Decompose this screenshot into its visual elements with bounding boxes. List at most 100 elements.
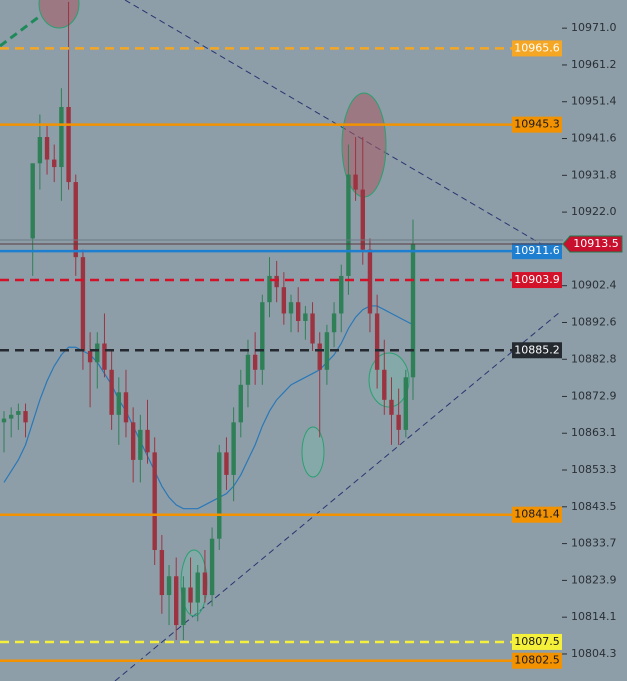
- candle-body: [374, 313, 380, 370]
- candle-body: [310, 313, 315, 344]
- candle-body: [339, 275, 344, 314]
- y-tick-label: 10872.9: [571, 389, 617, 402]
- candle-body: [1, 418, 7, 423]
- candle-body: [260, 302, 265, 370]
- y-tick-label: 10961.2: [571, 58, 617, 71]
- candle-body: [209, 538, 215, 596]
- candle-body: [267, 275, 272, 303]
- y-tick-label: 10833.7: [571, 537, 617, 550]
- y-tick-label: 10941.6: [571, 132, 617, 145]
- candle-body: [245, 354, 251, 385]
- candle-body: [288, 302, 294, 314]
- y-tick-label: 10814.1: [571, 610, 617, 623]
- candle-body: [353, 174, 358, 190]
- candle-body: [102, 343, 107, 370]
- highlight: [38, 0, 80, 29]
- y-tick-label: 10971.0: [571, 21, 617, 34]
- price-label-box: [512, 633, 562, 650]
- candle-body: [130, 422, 136, 460]
- price-label-box: [512, 506, 562, 523]
- price-label: 10841.4: [514, 508, 560, 521]
- candle-body: [181, 587, 186, 626]
- candle-body: [8, 414, 14, 419]
- candle-body: [166, 576, 172, 596]
- candle-body: [360, 189, 365, 250]
- candle-body: [116, 392, 122, 415]
- y-tick-label: 10882.8: [571, 352, 617, 365]
- candle-body: [217, 452, 222, 539]
- candle-body: [145, 429, 150, 453]
- candle-body: [95, 343, 100, 363]
- y-tick-label: 10902.4: [571, 279, 617, 292]
- candle-body: [195, 572, 200, 603]
- moving-average: [3, 305, 414, 510]
- candle-body: [138, 429, 143, 460]
- candle-body: [52, 159, 57, 168]
- candle-body: [238, 384, 243, 423]
- candle-body: [188, 587, 193, 603]
- drawings: [0, 0, 561, 681]
- candle-body: [16, 411, 21, 415]
- candle-body: [109, 369, 114, 415]
- trend-line: [114, 311, 561, 681]
- candle-body: [281, 287, 287, 314]
- candle-body: [159, 549, 165, 596]
- price-label-box: [512, 243, 562, 260]
- candle-body: [389, 399, 394, 415]
- price-label-box: [512, 342, 562, 359]
- candle-body: [59, 106, 64, 168]
- y-tick-label: 10931.8: [571, 168, 617, 181]
- candle-body: [66, 106, 71, 183]
- trend-line: [0, 14, 41, 48]
- candle-body: [30, 163, 35, 239]
- y-tick-label: 10922.0: [571, 205, 617, 218]
- candle-body: [152, 452, 157, 550]
- candle-body: [73, 182, 78, 258]
- candle-body: [410, 244, 416, 378]
- price-label-box: [512, 652, 562, 669]
- y-tick-label: 10804.3: [571, 647, 617, 660]
- price-label: 10965.6: [514, 41, 560, 54]
- candle-body: [396, 414, 401, 430]
- candle-body: [231, 422, 236, 475]
- candle-body: [23, 411, 28, 423]
- candle-body: [303, 313, 308, 321]
- candle-body: [346, 174, 351, 276]
- price-label-box: [512, 116, 562, 133]
- y-tick-label: 10853.3: [571, 463, 617, 476]
- candle-body: [252, 354, 258, 370]
- price-label: 10911.6: [514, 244, 560, 257]
- candle-body: [331, 313, 337, 333]
- y-tick-label: 10863.1: [571, 426, 617, 439]
- candle-body: [174, 576, 179, 626]
- price-label-box: [512, 40, 562, 57]
- y-tick-label: 10843.5: [571, 500, 617, 513]
- candle-body: [37, 137, 43, 164]
- candle-body: [324, 332, 330, 370]
- highlight: [301, 426, 325, 478]
- price-label: 10802.5: [514, 654, 560, 667]
- price-label-box: [512, 272, 562, 289]
- candle-body: [123, 392, 129, 423]
- price-label: 10885.2: [514, 343, 560, 356]
- y-tick-label: 10823.9: [571, 573, 617, 586]
- candle-body: [274, 275, 279, 288]
- candle-body: [202, 572, 208, 596]
- candle-body: [367, 249, 373, 314]
- current-price-label: 10913.5: [573, 237, 619, 250]
- y-tick-label: 10951.4: [571, 95, 617, 108]
- candle-body: [224, 452, 229, 475]
- price-label: 10945.3: [514, 118, 560, 131]
- candle-body: [44, 137, 50, 160]
- candle-body: [317, 343, 322, 370]
- candle-body: [87, 351, 93, 363]
- trend-line: [124, 0, 561, 256]
- candle-body: [403, 377, 409, 430]
- candle-body: [80, 257, 86, 352]
- candle-body: [382, 369, 387, 400]
- current-price-box: [562, 235, 623, 253]
- y-tick-label: 10892.6: [571, 315, 617, 328]
- price-label: 10903.9: [514, 273, 560, 286]
- candle-body: [295, 302, 301, 321]
